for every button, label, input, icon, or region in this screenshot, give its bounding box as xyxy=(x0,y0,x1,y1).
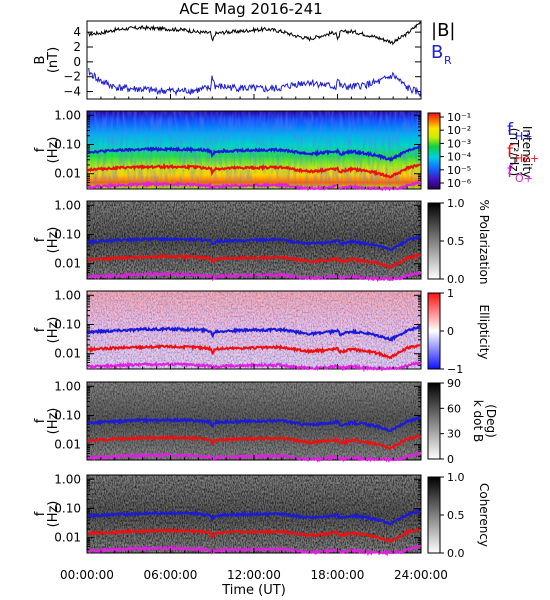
y-tick-label: 2 xyxy=(73,40,81,54)
y-tick-label: 1.00 xyxy=(54,288,81,302)
y-tick-label: 4 xyxy=(73,25,81,39)
y-axis-label: f xyxy=(33,511,48,516)
y-axis-unit: (Hz) xyxy=(46,317,61,344)
panel-magnetic-field: 420−2−4 B (nT) |B| B R xyxy=(33,20,455,100)
colorbar-tick-label: 10⁻⁵ xyxy=(447,164,471,177)
y-tick-label: −2 xyxy=(63,70,81,84)
colorbar-tick-label: 0 xyxy=(447,453,454,466)
y-tick-label: 0.01 xyxy=(54,167,81,181)
legend-f-o-subscript: O+ xyxy=(515,172,533,185)
overlay-f-h xyxy=(87,416,422,433)
overlay-f-he xyxy=(87,343,422,360)
y-tick-label: 0 xyxy=(73,55,81,69)
y-axis-unit: (nT) xyxy=(46,47,61,73)
x-tick-label: 24:00:00 xyxy=(394,568,448,582)
overlay-f-he xyxy=(87,162,421,179)
colorbar-k-dot-b-label: k dot B xyxy=(471,400,485,442)
y-axis-label: f xyxy=(33,237,48,242)
y-tick-label: 0.10 xyxy=(54,137,81,151)
y-tick-label: 1.00 xyxy=(54,379,81,393)
overlay-f-he xyxy=(87,434,422,451)
y-tick-label: 0.01 xyxy=(54,531,81,545)
x-axis-label: Time (UT) xyxy=(221,583,286,598)
colorbar-ellipticity xyxy=(427,292,441,370)
colorbar-tick-label: −1 xyxy=(447,363,463,376)
y-tick-label: 0.10 xyxy=(54,501,81,515)
overlay-f-h xyxy=(87,508,422,526)
y-tick-label: 1.00 xyxy=(54,108,81,122)
colorbar-intensity xyxy=(427,112,441,190)
x-tick-label: 00:00:00 xyxy=(60,568,114,582)
legend-b-r: B xyxy=(431,42,443,63)
colorbar-tick-label: 1 xyxy=(447,287,454,300)
y-tick-label: 1.00 xyxy=(54,472,81,486)
colorbar-tick-label: 60 xyxy=(447,402,461,415)
x-tick-label: 06:00:00 xyxy=(144,568,198,582)
colorbar-coherency xyxy=(427,476,441,554)
chart-title: ACE Mag 2016-241 xyxy=(179,0,322,18)
colorbar-tick-label: 30 xyxy=(447,428,461,441)
y-axis-unit: (Hz) xyxy=(46,137,61,164)
y-tick-label: 1.00 xyxy=(54,198,81,212)
y-tick-label: 0.10 xyxy=(54,227,81,241)
legend-f-he-subscript: He+ xyxy=(515,152,539,165)
legend-f-h-subscript: H+ xyxy=(515,130,533,143)
y-axis-label: f xyxy=(33,418,48,423)
colorbar-tick-label: 0 xyxy=(447,325,454,338)
overlay-f-h xyxy=(87,325,422,343)
colorbar-ellipticity-label: Ellipticity xyxy=(477,305,491,360)
x-axis: 00:00:00 06:00:00 12:00:00 18:00:00 24:00:00 xyxy=(60,94,448,582)
y-tick-label: 0.01 xyxy=(54,347,81,361)
colorbar-tick-label: 1.0 xyxy=(447,197,465,210)
gyrofrequency-legend: f H+ f He+ f O+ xyxy=(507,120,539,185)
colorbar-tick-label: 0.0 xyxy=(447,547,465,560)
y-tick-label: 0.10 xyxy=(54,408,81,422)
colorbar-tick-label: 10⁻⁶ xyxy=(447,177,472,190)
colorbar-intensity-unit: (nT²/Hz) xyxy=(507,128,521,176)
legend-f-he: f xyxy=(507,142,514,162)
y-axis-unit: (Hz) xyxy=(46,408,61,435)
y-tick-label: 0.10 xyxy=(54,317,81,331)
colorbar-tick-label: 90 xyxy=(447,377,461,390)
y-tick-label: −4 xyxy=(63,85,81,99)
x-tick-label: 12:00:00 xyxy=(227,568,281,582)
colorbar-tick-label: 10⁻⁴ xyxy=(447,151,472,164)
colorbar-intensity-label: Intensity xyxy=(520,126,534,178)
y-axis-label: f xyxy=(33,147,48,152)
series-lines xyxy=(87,21,422,97)
series-line-b-total xyxy=(87,21,422,46)
y-ticks: 420−2−4 xyxy=(63,25,421,99)
overlay-f-h xyxy=(87,235,422,252)
legend-f-o: f xyxy=(507,162,514,182)
legend-b-total: |B| xyxy=(431,20,455,41)
overlay-f-he xyxy=(87,527,422,544)
colorbar-polarization-label: % Polarization xyxy=(477,200,491,285)
colorbar-tick-label: 0.5 xyxy=(447,509,465,522)
y-axis-unit: (Hz) xyxy=(46,501,61,528)
overlay-f-he xyxy=(87,252,422,270)
colorbar-tick-label: 10⁻³ xyxy=(447,137,471,150)
colorbar-tick-label: 1.0 xyxy=(447,471,465,484)
colorbar-k-dot-b-unit: (Deg) xyxy=(484,404,498,438)
colorbar-polarization xyxy=(427,202,441,280)
colorbar-tick-label: 10⁻¹ xyxy=(447,111,471,124)
legend-f-h: f xyxy=(507,120,514,140)
overlay-f-h xyxy=(87,145,422,162)
series-line-b-r xyxy=(87,67,422,97)
colorbar-tick-label: 0.5 xyxy=(447,235,465,248)
y-axis-unit: (Hz) xyxy=(46,227,61,254)
x-tick-label: 18:00:00 xyxy=(311,568,365,582)
spectrogram-axis-labels: f(Hz)1.000.100.01f(Hz)1.000.100.01f(Hz)1… xyxy=(33,108,421,554)
colorbar-tick-label: 0.0 xyxy=(447,273,465,286)
colorbar-k-dot-b xyxy=(427,382,441,460)
colorbar-tick-label: 10⁻² xyxy=(447,124,471,137)
colorbar-ticks: 10⁻¹10⁻²10⁻³10⁻⁴10⁻⁵10⁻⁶1.00.50.010−1906… xyxy=(440,111,472,560)
y-tick-label: 0.01 xyxy=(54,438,81,452)
y-axis-label: f xyxy=(33,327,48,332)
y-tick-label: 0.01 xyxy=(54,257,81,271)
y-axis-label: B xyxy=(33,56,48,65)
colorbar-coherency-label: Coherency xyxy=(477,483,491,547)
legend-b-r-subscript: R xyxy=(444,54,452,67)
